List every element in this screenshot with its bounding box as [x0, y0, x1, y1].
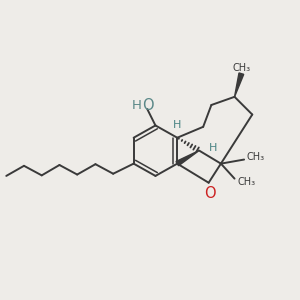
Text: O: O: [204, 186, 216, 201]
Text: H: H: [209, 143, 218, 153]
Text: CH₃: CH₃: [233, 63, 251, 73]
Polygon shape: [235, 73, 244, 97]
Text: CH₃: CH₃: [237, 177, 255, 187]
Text: H: H: [172, 120, 181, 130]
Text: H: H: [131, 99, 141, 112]
Text: CH₃: CH₃: [247, 152, 265, 162]
Polygon shape: [176, 151, 199, 166]
Text: O: O: [142, 98, 154, 113]
